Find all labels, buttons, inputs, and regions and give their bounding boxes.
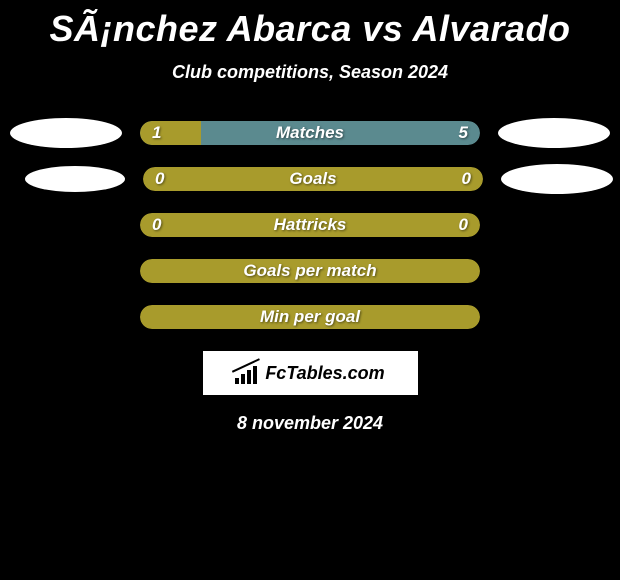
stat-label: Goals per match: [140, 259, 480, 283]
stat-right-value: 0: [459, 213, 468, 237]
comparison-row: 0Goals0: [0, 167, 620, 191]
stat-bar: Goals per match: [140, 259, 480, 283]
stat-right-value: 0: [462, 167, 471, 191]
page-title: SÃ¡nchez Abarca vs Alvarado: [0, 0, 620, 50]
stat-label: Matches: [140, 121, 480, 145]
stat-label: Hattricks: [140, 213, 480, 237]
comparison-row: Min per goal: [0, 305, 620, 329]
comparison-row: Goals per match: [0, 259, 620, 283]
logo-text: FcTables.com: [265, 363, 384, 384]
logo-box: FcTables.com: [203, 351, 418, 395]
stat-bar: 0Hattricks0: [140, 213, 480, 237]
logo-chart-icon: [235, 362, 261, 384]
right-team-badge: [498, 118, 610, 148]
stat-label: Goals: [143, 167, 483, 191]
comparison-rows: 1Matches50Goals00Hattricks0Goals per mat…: [0, 121, 620, 329]
stat-label: Min per goal: [140, 305, 480, 329]
left-team-badge: [10, 118, 122, 148]
stat-right-value: 5: [459, 121, 468, 145]
stat-bar: Min per goal: [140, 305, 480, 329]
comparison-row: 0Hattricks0: [0, 213, 620, 237]
stat-bar: 1Matches5: [140, 121, 480, 145]
date-text: 8 november 2024: [0, 413, 620, 434]
logo-inner: FcTables.com: [235, 362, 384, 384]
page-subtitle: Club competitions, Season 2024: [0, 62, 620, 83]
comparison-row: 1Matches5: [0, 121, 620, 145]
left-team-badge: [25, 166, 125, 192]
right-team-badge: [501, 164, 613, 194]
stat-bar: 0Goals0: [143, 167, 483, 191]
